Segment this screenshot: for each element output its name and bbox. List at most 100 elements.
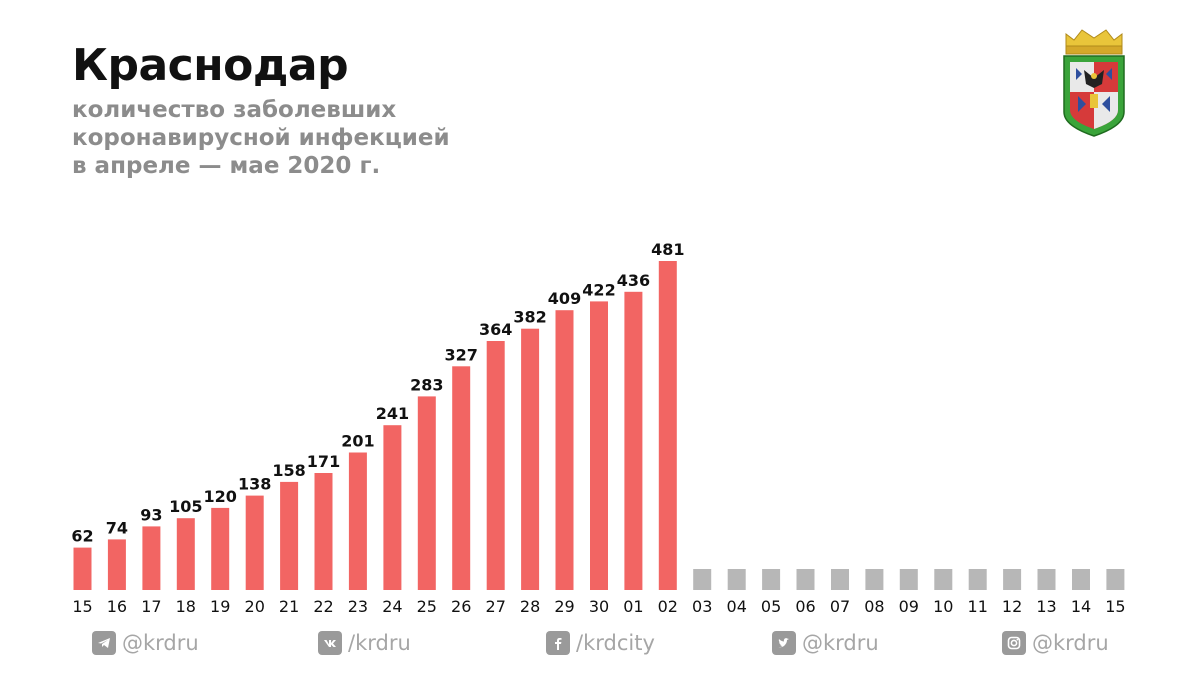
x-tick-label: 15 xyxy=(72,597,92,616)
x-tick-label: 28 xyxy=(520,597,540,616)
social-instagram[interactable]: @krdru xyxy=(1002,627,1109,659)
placeholder-bar xyxy=(693,569,712,590)
x-tick-label: 07 xyxy=(830,597,850,616)
bar-value-label: 327 xyxy=(444,345,477,364)
bar xyxy=(521,328,540,590)
bar xyxy=(211,507,230,590)
bar-value-label: 283 xyxy=(410,375,443,394)
bar xyxy=(417,396,436,590)
social-handle: @krdru xyxy=(122,631,199,655)
placeholder-bar xyxy=(762,569,781,590)
social-telegram[interactable]: @krdru xyxy=(92,627,199,659)
bar-value-label: 241 xyxy=(376,404,409,423)
bar-value-label: 158 xyxy=(272,461,305,480)
bar xyxy=(176,518,195,590)
bar-value-label: 93 xyxy=(140,505,162,524)
social-vk[interactable]: /krdru xyxy=(318,627,411,659)
social-handle: /krdcity xyxy=(576,631,655,655)
placeholder-bar xyxy=(968,569,987,590)
subtitle-line: коронавирусной инфекцией xyxy=(72,125,450,151)
placeholder-bar xyxy=(796,569,815,590)
placeholder-bar xyxy=(1072,569,1090,590)
social-facebook[interactable]: /krdcity xyxy=(546,627,655,659)
subtitle: количество заболевших коронавирусной инф… xyxy=(72,96,450,180)
bar-value-label: 422 xyxy=(582,280,615,299)
bar-value-label: 105 xyxy=(169,497,202,516)
x-tick-label: 09 xyxy=(899,597,919,616)
subtitle-line: количество заболевших xyxy=(72,97,397,123)
bar xyxy=(383,425,402,590)
bar xyxy=(280,481,299,590)
bar xyxy=(486,341,505,590)
x-tick-label: 30 xyxy=(589,597,609,616)
x-tick-label: 11 xyxy=(968,597,988,616)
social-handle: /krdru xyxy=(348,631,411,655)
x-tick-label: 13 xyxy=(1036,597,1056,616)
x-tick-label: 26 xyxy=(451,597,471,616)
bar xyxy=(348,452,367,590)
x-tick-label: 16 xyxy=(107,597,127,616)
x-tick-label: 10 xyxy=(933,597,953,616)
x-tick-label: 02 xyxy=(658,597,678,616)
social-handle: @krdru xyxy=(1032,631,1109,655)
placeholder-bar xyxy=(1003,569,1022,590)
x-tick-label: 29 xyxy=(554,597,574,616)
bar xyxy=(314,473,333,590)
page-title: Краснодар xyxy=(72,40,349,91)
placeholder-bar xyxy=(899,569,918,590)
x-tick-label: 01 xyxy=(623,597,643,616)
facebook-icon xyxy=(546,631,570,655)
bar xyxy=(73,547,92,590)
x-tick-label: 20 xyxy=(245,597,265,616)
bar-value-label: 171 xyxy=(307,452,340,471)
placeholder-bar xyxy=(1106,569,1125,590)
x-tick-label: 12 xyxy=(1002,597,1022,616)
placeholder-bar xyxy=(865,569,884,590)
x-tick-label: 18 xyxy=(176,597,196,616)
x-tick-label: 06 xyxy=(795,597,815,616)
x-tick-label: 24 xyxy=(382,597,402,616)
footer: @krdru /krdru /krdcity @krdru @krdru xyxy=(0,627,1200,659)
twitter-icon xyxy=(772,631,796,655)
x-tick-label: 27 xyxy=(486,597,506,616)
bar-value-label: 74 xyxy=(106,518,128,537)
social-twitter[interactable]: @krdru xyxy=(772,627,879,659)
x-tick-label: 22 xyxy=(313,597,333,616)
bar-value-label: 62 xyxy=(71,527,93,546)
subtitle-line: в апреле — мае 2020 г. xyxy=(72,153,381,179)
x-tick-label: 08 xyxy=(864,597,884,616)
telegram-icon xyxy=(92,631,116,655)
placeholder-bar xyxy=(727,569,746,590)
instagram-icon xyxy=(1002,631,1026,655)
bar-value-label: 201 xyxy=(341,432,374,451)
bar-value-label: 481 xyxy=(651,240,684,259)
x-tick-label: 25 xyxy=(417,597,437,616)
x-tick-label: 04 xyxy=(727,597,747,616)
bar-value-label: 138 xyxy=(238,475,271,494)
bar-value-label: 436 xyxy=(617,271,650,290)
bar xyxy=(142,526,161,590)
x-tick-label: 15 xyxy=(1105,597,1125,616)
bar-value-label: 409 xyxy=(548,289,581,308)
x-tick-label: 17 xyxy=(141,597,161,616)
placeholder-bar xyxy=(831,569,849,590)
x-tick-label: 19 xyxy=(210,597,230,616)
x-tick-label: 03 xyxy=(692,597,712,616)
x-tick-label: 23 xyxy=(348,597,368,616)
social-handle: @krdru xyxy=(802,631,879,655)
city-emblem-icon xyxy=(1063,29,1125,137)
bar xyxy=(590,301,608,590)
x-tick-label: 21 xyxy=(279,597,299,616)
bar-value-label: 382 xyxy=(513,308,546,327)
bar xyxy=(245,495,264,590)
bar xyxy=(658,261,677,590)
bar xyxy=(107,539,126,590)
bar xyxy=(452,366,471,590)
placeholder-bar xyxy=(1037,569,1056,590)
vk-icon xyxy=(318,631,342,655)
x-tick-label: 05 xyxy=(761,597,781,616)
bar-value-label: 120 xyxy=(203,487,236,506)
bar-value-label: 364 xyxy=(479,320,512,339)
placeholder-bar xyxy=(934,569,953,590)
